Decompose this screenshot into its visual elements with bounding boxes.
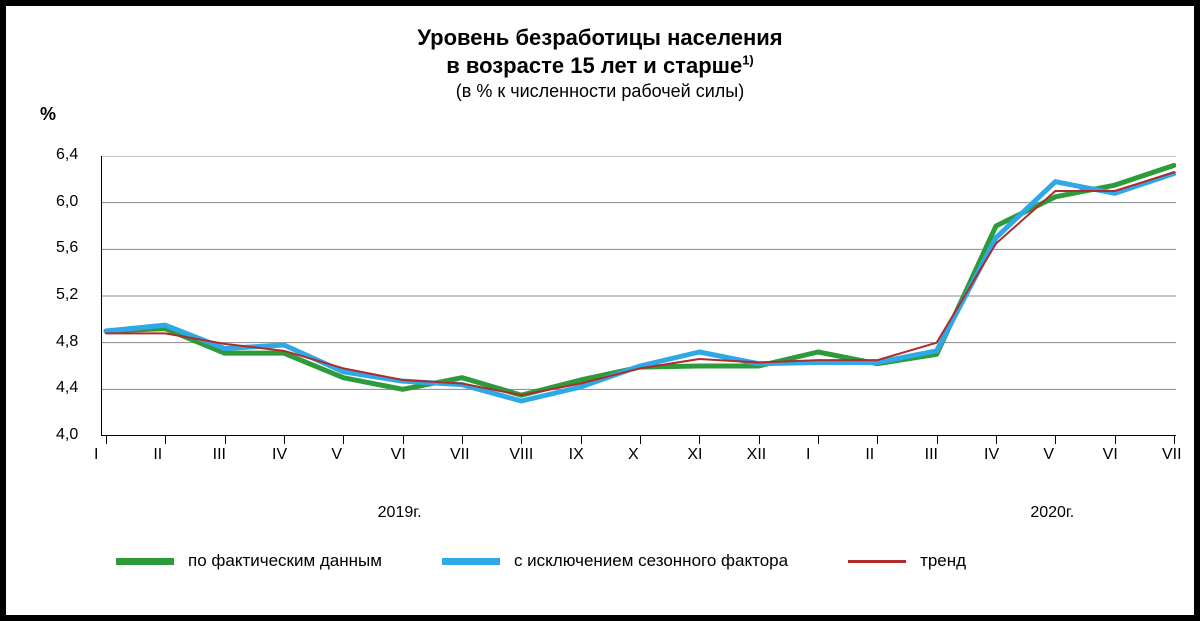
x-tick-mark [1174,436,1175,444]
x-tick-label: VI [391,446,406,464]
y-tick-label: 4,8 [56,333,78,351]
x-tick-mark [581,436,582,444]
x-tick-mark [937,436,938,444]
series-seasonally_adjusted [106,174,1174,402]
x-tick-mark [462,436,463,444]
x-tick-label: VIII [509,446,533,464]
x-tick-mark [1115,436,1116,444]
x-tick-mark [818,436,819,444]
x-tick-label: II [153,446,162,464]
x-tick-mark [225,436,226,444]
legend-swatch [848,560,906,563]
x-tick-label: IV [272,446,287,464]
y-tick-label: 5,2 [56,286,78,304]
subtitle: (в % к численности рабочей силы) [6,81,1194,102]
legend-swatch [116,558,174,565]
x-group-label: 2020г. [1030,504,1074,522]
x-tick-mark [640,436,641,444]
legend-label: с исключением сезонного фактора [514,551,788,571]
legend-item-seasonally_adjusted: с исключением сезонного фактора [442,551,788,571]
x-tick-label: VII [1162,446,1182,464]
legend-label: по фактическим данным [188,551,382,571]
title-line1: Уровень безработицы населения [6,24,1194,52]
x-tick-label: II [865,446,874,464]
title-block: Уровень безработицы населения в возрасте… [6,24,1194,102]
title-footnote-marker: 1) [742,52,754,67]
x-tick-label: I [806,446,810,464]
x-tick-label: IV [984,446,999,464]
y-tick-label: 6,0 [56,193,78,211]
x-tick-label: I [94,446,98,464]
x-tick-label: V [331,446,342,464]
x-tick-label: IX [569,446,584,464]
title-line2-text: в возрасте 15 лет и старше [446,53,742,78]
chart-frame: Уровень безработицы населения в возрасте… [0,0,1200,621]
legend-item-actual: по фактическим данным [116,551,382,571]
y-tick-label: 5,6 [56,239,78,257]
x-tick-mark [343,436,344,444]
x-tick-mark [165,436,166,444]
series-actual [106,165,1174,395]
x-tick-mark [521,436,522,444]
x-tick-label: XII [747,446,767,464]
x-tick-label: VII [450,446,470,464]
x-tick-mark [403,436,404,444]
x-tick-label: VI [1103,446,1118,464]
legend: по фактическим данным с исключением сезон… [116,551,966,571]
x-tick-label: III [925,446,938,464]
x-tick-label: V [1043,446,1054,464]
y-tick-label: 6,4 [56,146,78,164]
x-group-label: 2019г. [378,504,422,522]
x-tick-mark [284,436,285,444]
x-tick-label: III [213,446,226,464]
x-tick-mark [106,436,107,444]
chart-plot-area [101,156,1176,436]
x-tick-mark [1055,436,1056,444]
x-tick-label: X [628,446,639,464]
series-trend [106,172,1174,395]
title-line2: в возрасте 15 лет и старше1) [6,52,1194,80]
legend-label: тренд [920,551,966,571]
x-tick-mark [996,436,997,444]
y-tick-label: 4,0 [56,426,78,444]
y-axis-unit: % [40,104,56,125]
legend-swatch [442,558,500,565]
x-tick-mark [699,436,700,444]
x-tick-mark [759,436,760,444]
x-tick-label: XI [687,446,702,464]
legend-item-trend: тренд [848,551,966,571]
y-tick-label: 4,4 [56,379,78,397]
x-tick-mark [877,436,878,444]
